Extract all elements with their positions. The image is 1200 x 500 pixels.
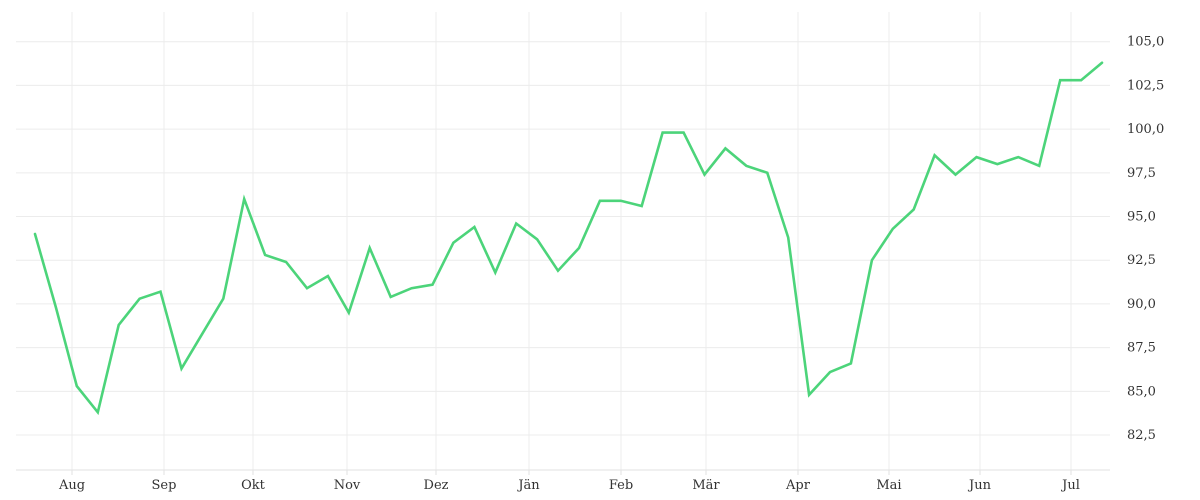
x-axis-ticks: Aug Sep Okt Nov Dez Jän Feb Mär Apr Mai Jun Jul xyxy=(58,470,1080,493)
y-tick-label: 95,0 xyxy=(1127,210,1156,225)
x-tick-label: Jän xyxy=(516,478,540,493)
y-tick-label: 90,0 xyxy=(1127,297,1156,312)
x-tick-label: Jul xyxy=(1060,478,1080,493)
y-tick-label: 87,5 xyxy=(1127,341,1156,356)
y-tick-label: 85,0 xyxy=(1127,384,1156,399)
y-tick-label: 102,5 xyxy=(1127,78,1164,93)
x-tick-label: Feb xyxy=(609,478,633,493)
series-line xyxy=(33,61,1104,416)
y-tick-label: 105,0 xyxy=(1127,35,1164,50)
x-tick-label: Dez xyxy=(424,478,449,493)
x-tick-label: Okt xyxy=(241,478,266,493)
x-tick-label: Aug xyxy=(58,478,85,493)
y-tick-label: 92,5 xyxy=(1127,253,1156,268)
x-tick-label: Nov xyxy=(334,478,361,493)
series-layer xyxy=(33,61,1104,416)
x-tick-label: Mär xyxy=(692,478,720,493)
y-axis-ticks: 82,5 85,0 87,5 90,0 92,5 95,0 97,5 100,0 102,5 10… xyxy=(1127,35,1164,443)
y-tick-label: 97,5 xyxy=(1127,166,1156,181)
x-tick-label: Jun xyxy=(967,478,992,493)
gridlines xyxy=(16,12,1110,470)
y-tick-label: 82,5 xyxy=(1127,428,1156,443)
x-tick-label: Sep xyxy=(152,478,177,493)
x-tick-label: Mai xyxy=(876,478,901,493)
y-tick-label: 100,0 xyxy=(1127,122,1164,137)
x-tick-label: Apr xyxy=(785,478,811,493)
